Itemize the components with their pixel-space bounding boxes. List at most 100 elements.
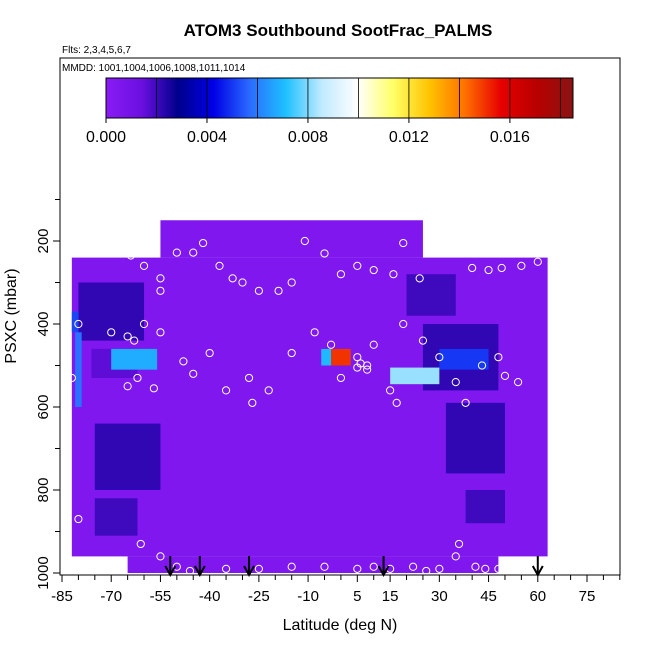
- track-point: [494, 564, 503, 573]
- heatmap-layer: [71, 220, 548, 573]
- track-point: [399, 319, 408, 329]
- track-point: [156, 286, 165, 295]
- heatmap-cell: [78, 282, 145, 341]
- y-tick-label: 800: [35, 477, 52, 502]
- track-point: [74, 248, 83, 257]
- track-point: [369, 340, 378, 349]
- track-point: [254, 564, 263, 573]
- track-point: [123, 382, 132, 391]
- chart-title: ATOM3 Southbound SootFrac_PALMS: [184, 21, 493, 40]
- track-point: [468, 263, 477, 273]
- track-point: [389, 270, 398, 279]
- track-point: [356, 359, 365, 368]
- track-point: [399, 238, 408, 248]
- mmdd-label: MMDD: 1001,1004,1006,1008,1011,1014: [62, 63, 246, 74]
- track-point: [244, 373, 254, 383]
- x-tick-label: 75: [579, 588, 596, 605]
- track-point: [320, 249, 329, 258]
- track-point: [67, 373, 76, 383]
- track-point: [221, 564, 231, 573]
- flight-track-markers: [67, 236, 542, 575]
- track-point: [451, 552, 460, 561]
- colorbar-gradient: [105, 77, 574, 119]
- track-point: [353, 261, 362, 270]
- track-point: [274, 286, 283, 295]
- track-point: [415, 274, 424, 283]
- colorbar: 0.000 0.004 0.008 0.012 0.016: [86, 77, 574, 146]
- track-point: [139, 261, 149, 270]
- track-point: [392, 398, 401, 407]
- heatmap-cell: [390, 367, 440, 385]
- y-tick-label: 400: [35, 311, 52, 336]
- track-point: [205, 348, 214, 358]
- track-point: [500, 371, 510, 380]
- track-point: [254, 286, 263, 295]
- track-point: [363, 365, 372, 374]
- track-point: [353, 353, 362, 362]
- track-point: [471, 562, 480, 571]
- x-axis-label: Latitude (deg N): [283, 617, 398, 634]
- heatmap-cell: [445, 402, 505, 474]
- track-point: [130, 336, 139, 345]
- track-point: [481, 564, 490, 573]
- y-tick-label: 1000: [35, 556, 52, 589]
- track-point: [287, 562, 296, 571]
- track-point: [287, 278, 296, 287]
- x-tick-label: 60: [529, 588, 546, 605]
- track-point: [494, 353, 503, 362]
- track-point: [369, 562, 378, 571]
- x-tick-label: -40: [199, 588, 221, 605]
- colorbar-tick-label: 0.008: [288, 129, 328, 146]
- y-axis: 200 400 600 800 1000: [35, 199, 60, 590]
- track-point: [484, 265, 493, 275]
- track-point: [149, 384, 158, 393]
- track-point: [533, 257, 542, 266]
- x-tick-label: -70: [100, 588, 122, 605]
- x-tick-label: -85: [51, 588, 73, 605]
- track-point: [248, 398, 257, 407]
- track-point: [113, 249, 122, 258]
- heatmap-cell: [111, 348, 158, 370]
- track-point: [287, 348, 296, 358]
- heatmap-cell: [160, 220, 423, 258]
- track-point: [189, 248, 198, 257]
- track-point: [189, 369, 198, 378]
- heatmap-cell: [94, 498, 138, 536]
- track-point: [300, 236, 309, 246]
- track-point: [497, 263, 506, 273]
- track-point: [172, 248, 181, 257]
- heatmap-cell: [465, 490, 505, 524]
- y-axis-label: PSXC (mbar): [3, 268, 20, 363]
- heatmap-cell: [321, 348, 332, 366]
- track-point: [107, 328, 116, 337]
- track-point: [172, 562, 181, 571]
- track-point: [136, 539, 145, 549]
- track-point: [477, 361, 487, 370]
- track-point: [326, 340, 336, 349]
- track-point: [513, 378, 523, 387]
- track-point: [386, 386, 395, 395]
- track-point: [353, 564, 362, 573]
- track-point: [74, 514, 83, 524]
- y-tick-label: 200: [35, 228, 52, 253]
- track-point: [156, 328, 165, 337]
- track-point: [451, 378, 460, 387]
- flights-label: Flts: 2,3,4,5,6,7: [62, 45, 131, 56]
- x-tick-label: -10: [297, 588, 319, 605]
- track-point: [517, 261, 526, 270]
- track-point: [369, 265, 378, 275]
- x-axis: -85 -70 -55 -40 -25 -10 5 15 30 45 60 75: [51, 575, 621, 605]
- track-point: [156, 274, 165, 283]
- track-point: [454, 539, 464, 549]
- track-point: [139, 319, 149, 329]
- track-point: [336, 373, 346, 383]
- heatmap-cell: [439, 348, 489, 370]
- track-point: [74, 319, 83, 329]
- track-point: [221, 386, 231, 395]
- track-point: [435, 564, 444, 573]
- track-point: [107, 248, 116, 257]
- heatmap-cell: [127, 556, 499, 573]
- x-tick-label: 5: [353, 588, 361, 605]
- track-point: [228, 274, 237, 283]
